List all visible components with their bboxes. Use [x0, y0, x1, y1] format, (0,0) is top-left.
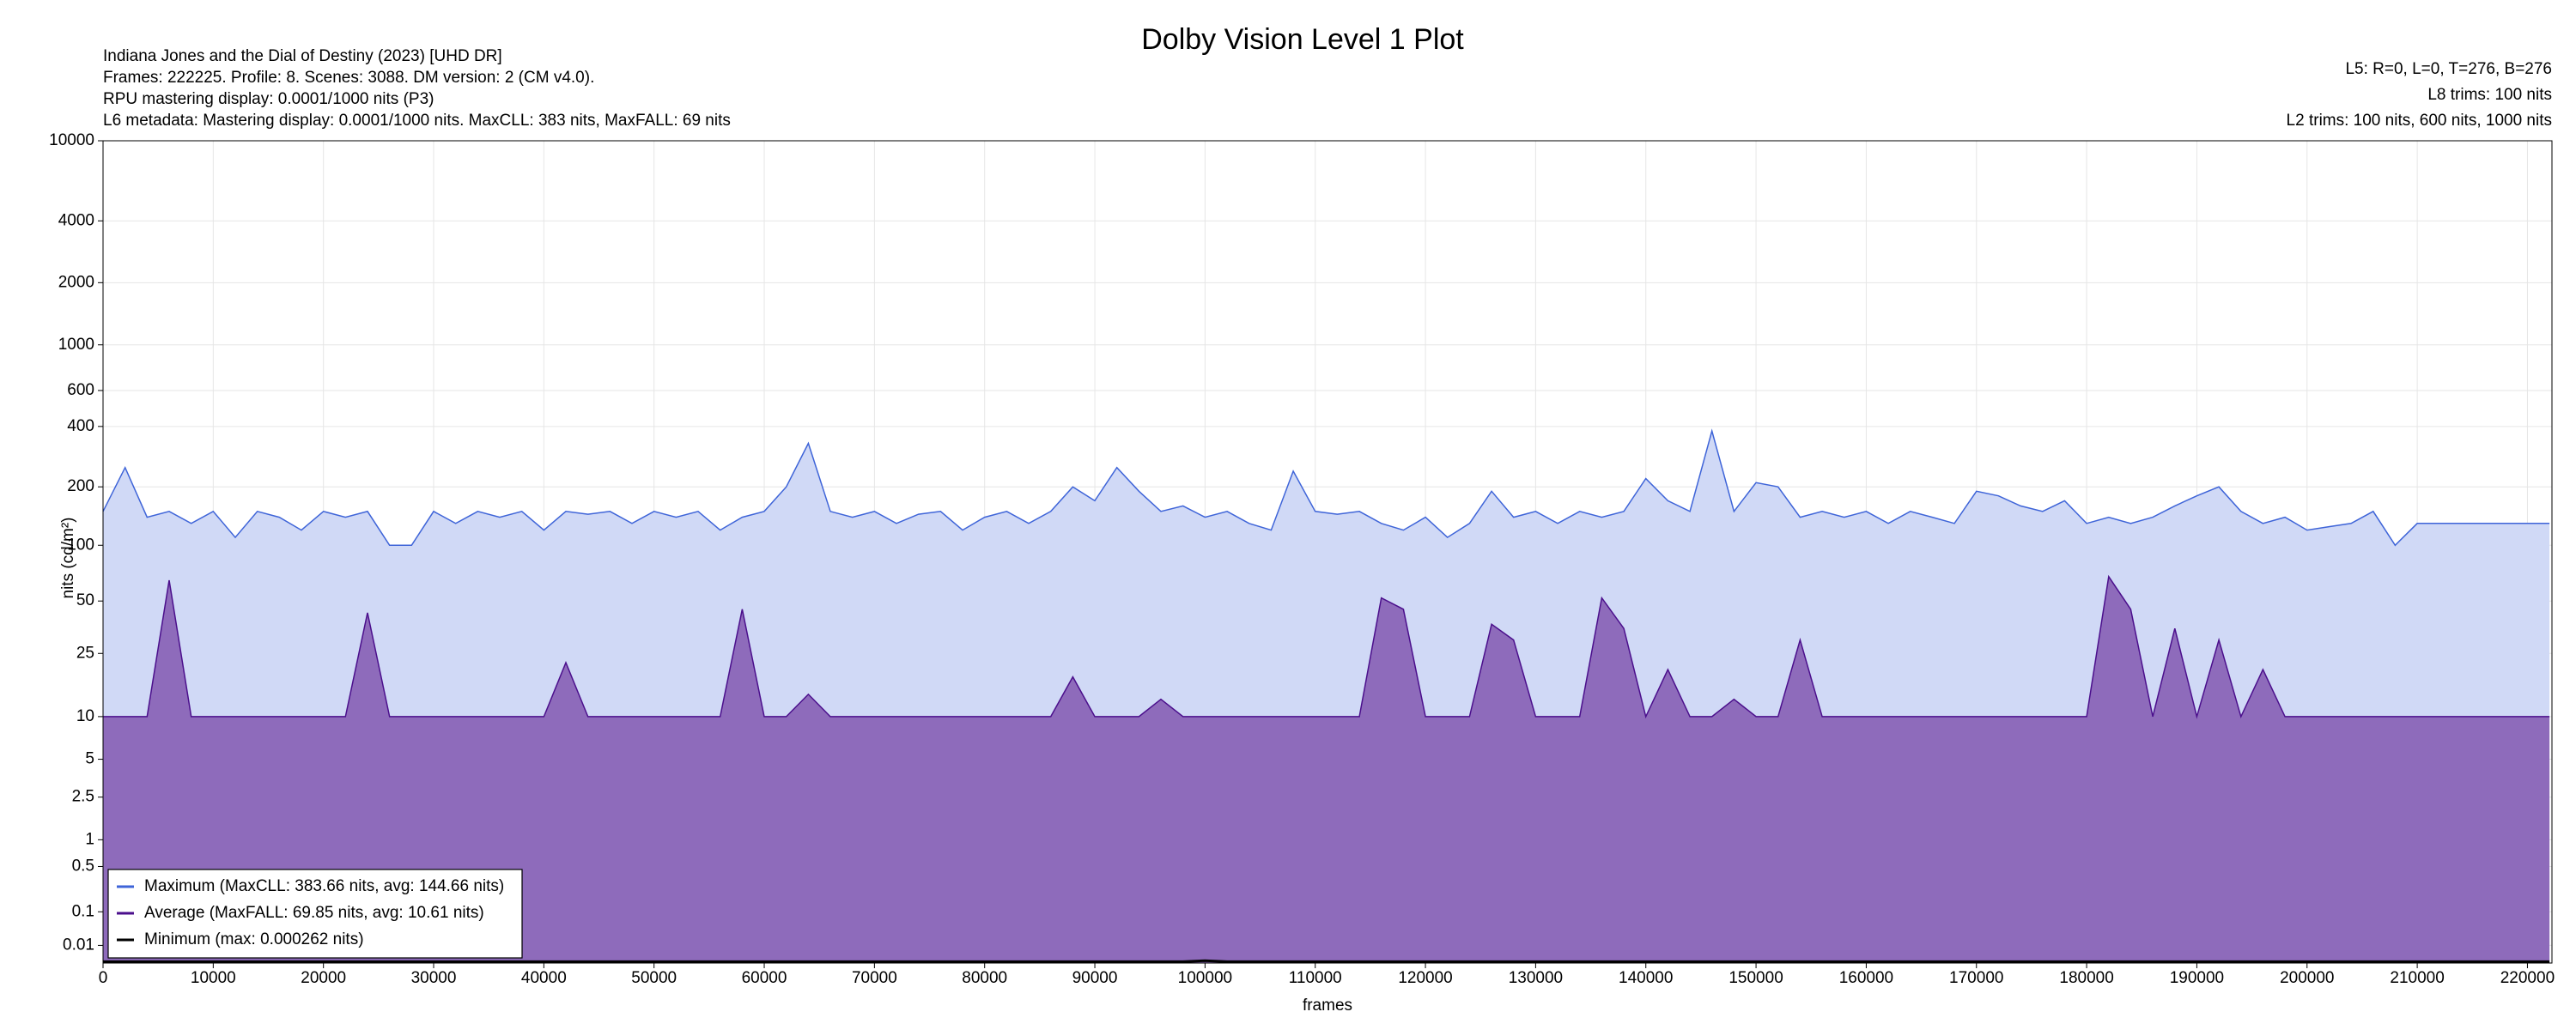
x-tick-label: 140000: [1619, 969, 1673, 987]
series-line: [103, 574, 2550, 719]
series-area: [103, 576, 2550, 963]
y-axis-label: nits (cd/m²): [59, 518, 77, 599]
legend-label: Maximum (MaxCLL: 383.66 nits, avg: 144.6…: [144, 877, 504, 895]
x-tick-label: 200000: [2280, 969, 2334, 987]
x-tick-label: 10000: [191, 969, 236, 987]
x-axis-label: frames: [1303, 997, 1352, 1015]
x-tick-label: 190000: [2170, 969, 2224, 987]
y-tick-label: 0.1: [72, 902, 94, 920]
info-right-line: L5: R=0, L=0, T=276, B=276: [2345, 60, 2552, 78]
series-line: [103, 959, 2550, 963]
info-right-line: L8 trims: 100 nits: [2427, 86, 2552, 104]
y-tick-label: 600: [67, 381, 94, 399]
y-tick-label: 100: [67, 536, 94, 554]
x-tick-label: 160000: [1839, 969, 1893, 987]
y-tick-label: 1000: [58, 336, 94, 354]
y-tick-label: 10: [76, 707, 94, 725]
x-tick-label: 100000: [1178, 969, 1232, 987]
x-tick-label: 50000: [631, 969, 677, 987]
legend-box: [107, 869, 523, 959]
x-tick-label: 110000: [1289, 969, 1342, 987]
y-tick-label: 4000: [58, 211, 94, 229]
y-tick-label: 1: [85, 830, 94, 848]
y-tick-label: 0.5: [72, 857, 94, 875]
y-tick-label: 5: [85, 750, 94, 768]
x-tick-label: 120000: [1398, 969, 1452, 987]
y-tick-label: 400: [67, 417, 94, 435]
info-line: Frames: 222225. Profile: 8. Scenes: 3088…: [103, 69, 594, 87]
plot-frame: [102, 140, 2553, 964]
x-tick-label: 90000: [1072, 969, 1118, 987]
x-tick-label: 30000: [411, 969, 457, 987]
x-tick-label: 180000: [2059, 969, 2113, 987]
x-tick-label: 130000: [1509, 969, 1563, 987]
info-right-line: L2 trims: 100 nits, 600 nits, 1000 nits: [2287, 112, 2552, 130]
legend-label: Average (MaxFALL: 69.85 nits, avg: 10.61…: [144, 904, 484, 922]
series-line: [102, 428, 2550, 547]
x-tick-label: 220000: [2500, 969, 2555, 987]
info-line: L6 metadata: Mastering display: 0.0001/1…: [103, 112, 731, 130]
info-line: RPU mastering display: 0.0001/1000 nits …: [103, 90, 434, 108]
legend-label: Minimum (max: 0.000262 nits): [144, 930, 364, 948]
y-tick-label: 0.01: [63, 936, 94, 954]
info-line: Indiana Jones and the Dial of Destiny (2…: [103, 47, 502, 65]
y-tick-label: 200: [67, 477, 94, 495]
y-tick-label: 25: [76, 644, 94, 662]
y-tick-label: 10000: [49, 131, 94, 149]
x-tick-label: 210000: [2390, 969, 2444, 987]
x-tick-label: 20000: [301, 969, 346, 987]
x-tick-label: 170000: [1949, 969, 2003, 987]
y-tick-label: 2000: [58, 273, 94, 291]
y-tick-label: 2.5: [72, 788, 94, 806]
x-tick-label: 60000: [742, 969, 787, 987]
x-tick-label: 70000: [852, 969, 897, 987]
x-tick-label: 150000: [1728, 969, 1783, 987]
x-tick-label: 40000: [521, 969, 567, 987]
x-tick-label: 80000: [962, 969, 1007, 987]
x-tick-label: 0: [99, 969, 108, 987]
y-tick-label: 50: [76, 591, 94, 609]
chart-title: Dolby Vision Level 1 Plot: [1141, 23, 1464, 56]
